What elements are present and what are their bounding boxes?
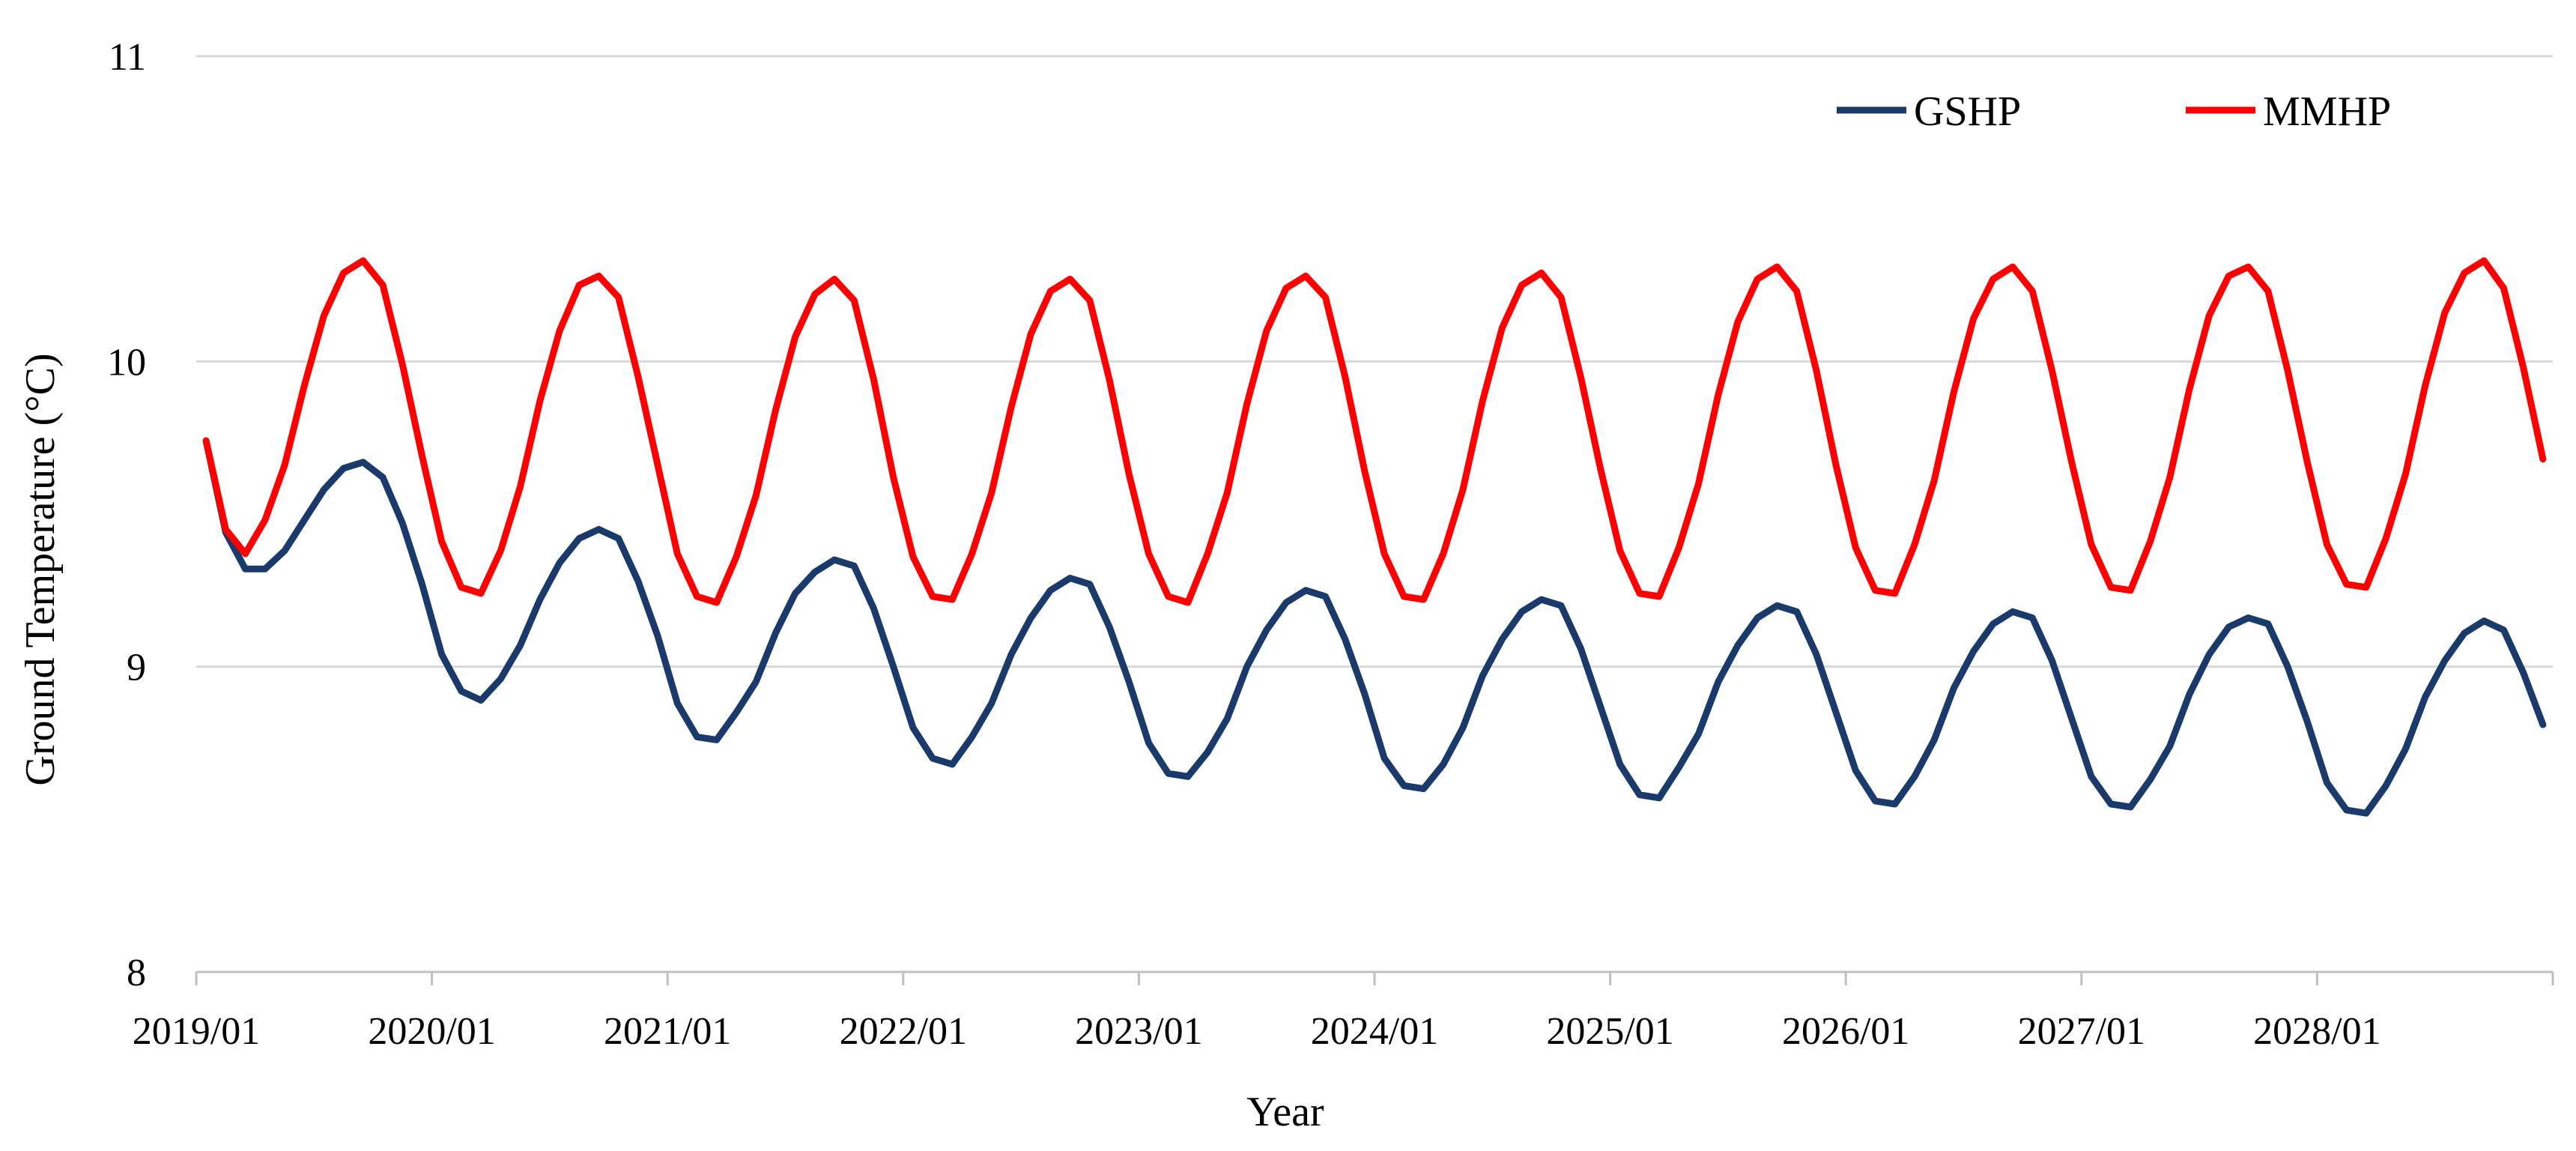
series — [202, 257, 2547, 817]
x-tick-label: 2026/01 — [1782, 1010, 1909, 1053]
y-tick-label: 9 — [127, 647, 146, 689]
x-tick-label: 2027/01 — [2018, 1010, 2145, 1053]
x-tick-label: 2028/01 — [2253, 1010, 2380, 1053]
y-tick-label: 8 — [127, 952, 146, 994]
y-axis-title: Ground Temperature (°C) — [17, 353, 64, 785]
x-tick-label: 2020/01 — [368, 1010, 495, 1053]
y-tick-label: 11 — [109, 36, 146, 79]
legend-label-gshp: GSHP — [1914, 88, 2021, 135]
x-tick-label: 2025/01 — [1546, 1010, 1673, 1053]
gridlines — [196, 55, 2553, 668]
x-tick-labels: 2019/01 2020/01 2021/01 2022/01 2023/01 2024/… — [133, 1010, 2381, 1053]
y-tick-label: 10 — [107, 341, 146, 384]
series-line-gshp — [202, 437, 2547, 817]
series-line-mmhp — [202, 257, 2547, 606]
x-tick-label: 2024/01 — [1311, 1010, 1438, 1053]
x-axis-title: Year — [1246, 1089, 1324, 1135]
y-tick-labels: 8 9 10 11 — [107, 36, 146, 994]
x-tick-label: 2021/01 — [604, 1010, 731, 1053]
legend: GSHP MMHP — [1837, 88, 2391, 135]
legend-label-mmhp: MMHP — [2263, 88, 2391, 135]
x-tick-label: 2022/01 — [840, 1010, 967, 1053]
x-tick-label: 2023/01 — [1075, 1010, 1202, 1053]
x-tick-label: 2019/01 — [133, 1010, 260, 1053]
axes — [195, 970, 2554, 985]
